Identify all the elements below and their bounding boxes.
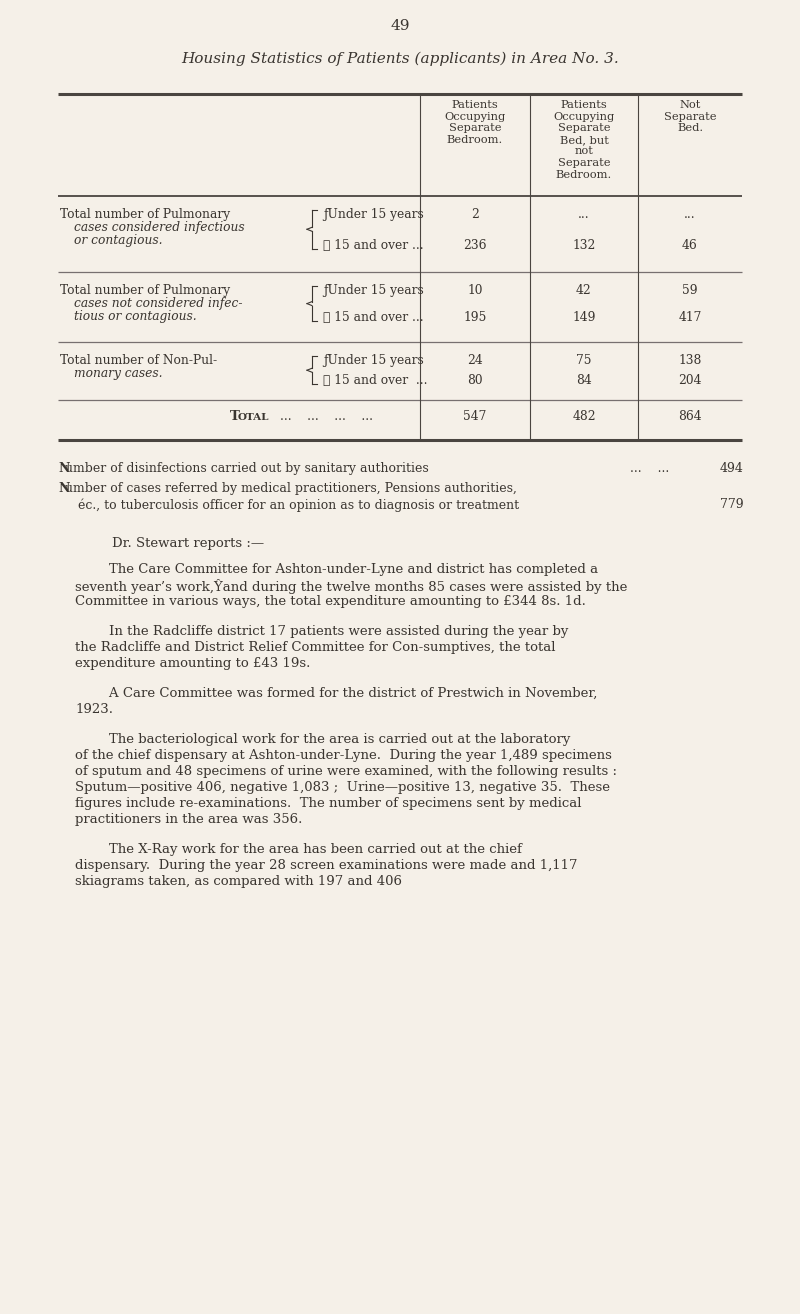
Text: OTAL: OTAL xyxy=(238,413,270,422)
Text: Total number of Pulmonary: Total number of Pulmonary xyxy=(60,284,230,297)
Text: 24: 24 xyxy=(467,353,483,367)
Text: 417: 417 xyxy=(678,311,702,325)
Text: 494: 494 xyxy=(720,463,744,474)
Text: Housing Statistics of Patients (applicants) in Area No. 3.: Housing Statistics of Patients (applican… xyxy=(181,53,619,67)
Text: 195: 195 xyxy=(463,311,486,325)
Text: 1923.: 1923. xyxy=(75,703,113,716)
Text: 138: 138 xyxy=(678,353,702,367)
Text: dispensary.  During the year 28 screen examinations were made and 1,117: dispensary. During the year 28 screen ex… xyxy=(75,859,578,872)
Text: Not
Separate
Bed.: Not Separate Bed. xyxy=(664,100,716,133)
Text: or contagious.: or contagious. xyxy=(74,234,162,247)
Text: Patients
Occupying
Separate
Bed, but
not
Separate
Bedroom.: Patients Occupying Separate Bed, but not… xyxy=(554,100,614,180)
Text: expenditure amounting to £43 19s.: expenditure amounting to £43 19s. xyxy=(75,657,310,670)
Text: The bacteriological work for the area is carried out at the laboratory: The bacteriological work for the area is… xyxy=(75,733,570,746)
Text: the Radcliffe and District Relief Committee for Con­sumptives, the total: the Radcliffe and District Relief Commit… xyxy=(75,641,555,654)
Text: Total number of Non-Pul-: Total number of Non-Pul- xyxy=(60,353,217,367)
Text: 42: 42 xyxy=(576,284,592,297)
Text: ...    ...    ...    ...: ... ... ... ... xyxy=(280,410,373,423)
Text: skiagrams taken, as compared with 197 and 406: skiagrams taken, as compared with 197 an… xyxy=(75,875,402,888)
Text: cases not considered infec-: cases not considered infec- xyxy=(74,297,242,310)
Text: 149: 149 xyxy=(572,311,596,325)
Text: 75: 75 xyxy=(576,353,592,367)
Text: 80: 80 xyxy=(467,374,483,388)
Text: 84: 84 xyxy=(576,374,592,388)
Text: umber of disinfections carried out by sanitary authorities: umber of disinfections carried out by sa… xyxy=(65,463,429,474)
Text: umber of cases referred by medical practitioners, Pensions authorities,: umber of cases referred by medical pract… xyxy=(65,482,517,495)
Text: ƒUnder 15 years: ƒUnder 15 years xyxy=(323,353,424,367)
Text: 10: 10 xyxy=(467,284,482,297)
Text: T: T xyxy=(230,410,240,423)
Text: 864: 864 xyxy=(678,410,702,423)
Text: ℓ 15 and over  ...: ℓ 15 and over ... xyxy=(323,374,427,388)
Text: cases considered infectious: cases considered infectious xyxy=(74,221,245,234)
Text: ℓ 15 and over ...: ℓ 15 and over ... xyxy=(323,239,424,251)
Text: ...: ... xyxy=(578,208,590,221)
Text: tious or contagious.: tious or contagious. xyxy=(74,310,197,323)
Text: 204: 204 xyxy=(678,374,702,388)
Text: In the Radcliffe district 17 patients were assisted during the year by: In the Radcliffe district 17 patients we… xyxy=(75,625,568,639)
Text: ℓ 15 and over ...: ℓ 15 and over ... xyxy=(323,311,424,325)
Text: ...    ...: ... ... xyxy=(630,463,670,474)
Text: Dr. Stewart reports :—: Dr. Stewart reports :— xyxy=(112,537,264,551)
Text: The X-Ray work for the area has been carried out at the chief: The X-Ray work for the area has been car… xyxy=(75,844,522,855)
Text: seventh year’s work,Ŷand during the twelve months 85 cases were assisted by the: seventh year’s work,Ŷand during the twel… xyxy=(75,579,627,594)
Text: Patients
Occupying
Separate
Bedroom.: Patients Occupying Separate Bedroom. xyxy=(444,100,506,145)
Text: Total number of Pulmonary: Total number of Pulmonary xyxy=(60,208,230,221)
Text: 59: 59 xyxy=(682,284,698,297)
Text: 46: 46 xyxy=(682,239,698,251)
Text: 236: 236 xyxy=(463,239,486,251)
Text: monary cases.: monary cases. xyxy=(74,367,162,380)
Text: of sputum and 48 specimens of urine were examined, with the following results :: of sputum and 48 specimens of urine were… xyxy=(75,765,617,778)
Text: practitioners in the area was 356.: practitioners in the area was 356. xyxy=(75,813,302,827)
Text: 2: 2 xyxy=(471,208,479,221)
Text: Committee in various ways, the total expenditure amounting to £344 8s. 1d.: Committee in various ways, the total exp… xyxy=(75,595,586,608)
Text: of the chief dispensary at Ashton-under-Lyne.  During the year 1,489 specimens: of the chief dispensary at Ashton-under-… xyxy=(75,749,612,762)
Text: ƒUnder 15 years: ƒUnder 15 years xyxy=(323,284,424,297)
Text: N: N xyxy=(58,482,70,495)
Text: A Care Committee was formed for the district of Prestwich in November,: A Care Committee was formed for the dist… xyxy=(75,687,598,700)
Text: ƒUnder 15 years: ƒUnder 15 years xyxy=(323,208,424,221)
Text: 132: 132 xyxy=(572,239,596,251)
Text: figures include re-examinations.  The number of specimens sent by medical: figures include re-examinations. The num… xyxy=(75,798,582,809)
Text: éc., to tuberculosis officer for an opinion as to diagnosis or treatment: éc., to tuberculosis officer for an opin… xyxy=(78,498,519,511)
Text: 547: 547 xyxy=(463,410,486,423)
Text: The Care Committee for Ashton-under-Lyne and district has completed a: The Care Committee for Ashton-under-Lyne… xyxy=(75,562,598,576)
Text: 779: 779 xyxy=(720,498,744,511)
Text: ...: ... xyxy=(684,208,696,221)
Text: N: N xyxy=(58,463,70,474)
Text: 49: 49 xyxy=(390,18,410,33)
Text: 482: 482 xyxy=(572,410,596,423)
Text: Sputum—positive 406, negative 1,083 ;  Urine—positive 13, negative 35.  These: Sputum—positive 406, negative 1,083 ; Ur… xyxy=(75,781,610,794)
